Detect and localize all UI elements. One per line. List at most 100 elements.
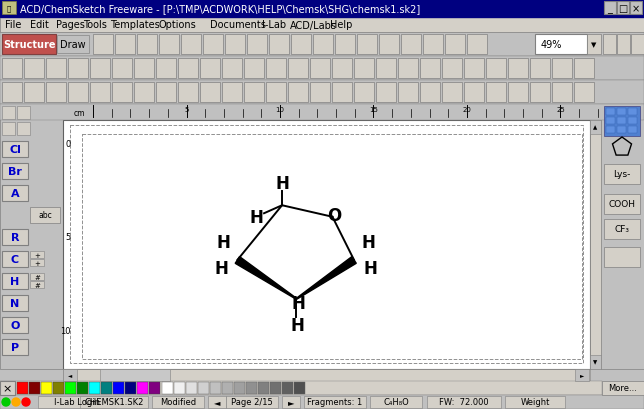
Bar	[508, 59, 528, 79]
Text: COOH: COOH	[609, 200, 636, 209]
Bar	[258, 382, 269, 394]
Bar	[0, 18, 644, 33]
Bar	[125, 382, 136, 394]
Bar	[30, 207, 60, 223]
Bar	[423, 35, 443, 55]
Bar	[225, 35, 245, 55]
Text: 49%: 49%	[540, 40, 562, 50]
Bar	[244, 83, 264, 103]
Circle shape	[2, 398, 10, 406]
Bar	[30, 259, 44, 266]
Bar	[606, 127, 615, 134]
Text: ◄: ◄	[214, 398, 220, 407]
Bar	[420, 59, 440, 79]
Text: _: _	[607, 4, 612, 14]
Bar	[427, 396, 501, 408]
Text: ▼: ▼	[591, 42, 597, 48]
Text: ►: ►	[288, 398, 294, 407]
Bar	[2, 142, 28, 157]
Bar	[2, 295, 28, 311]
Bar	[376, 59, 396, 79]
Bar	[617, 118, 626, 125]
Bar	[2, 83, 22, 103]
Text: Cl: Cl	[9, 145, 21, 155]
Bar	[68, 83, 88, 103]
Bar	[30, 273, 44, 280]
Bar	[332, 59, 352, 79]
Bar	[2, 164, 28, 180]
Bar	[53, 382, 64, 394]
Bar	[115, 35, 135, 55]
Text: C₄H₈O: C₄H₈O	[383, 398, 409, 407]
Bar	[63, 121, 590, 369]
Bar	[30, 252, 44, 258]
Bar	[291, 35, 311, 55]
Bar	[282, 396, 300, 408]
Bar	[335, 35, 355, 55]
Text: H: H	[363, 259, 377, 277]
Bar	[442, 59, 462, 79]
Text: 10: 10	[276, 107, 285, 113]
Bar	[134, 59, 154, 79]
Text: ×: ×	[632, 4, 640, 14]
Bar	[137, 35, 157, 55]
Text: 20: 20	[462, 107, 471, 113]
Bar	[606, 118, 615, 125]
Bar	[178, 83, 198, 103]
Bar	[530, 83, 550, 103]
Bar	[604, 164, 640, 184]
Bar	[200, 59, 220, 79]
Bar	[2, 252, 28, 267]
Bar	[65, 382, 76, 394]
Bar	[24, 83, 44, 103]
Bar	[304, 396, 366, 408]
Bar	[68, 59, 88, 79]
Text: Br: Br	[8, 166, 22, 177]
Bar	[617, 127, 626, 134]
Bar	[2, 317, 28, 333]
Bar	[41, 382, 52, 394]
Bar	[0, 381, 602, 395]
Text: ►: ►	[580, 373, 584, 378]
Bar	[606, 109, 615, 116]
Bar	[530, 59, 550, 79]
Bar	[401, 35, 421, 55]
Text: P: P	[11, 342, 19, 352]
Bar	[445, 35, 465, 55]
Text: File: File	[5, 20, 21, 30]
Bar	[63, 369, 77, 381]
Text: ×: ×	[3, 383, 12, 393]
Bar	[2, 2, 16, 15]
Bar	[486, 83, 506, 103]
Bar	[294, 382, 305, 394]
Bar	[244, 59, 264, 79]
Bar	[486, 59, 506, 79]
Text: H: H	[249, 209, 263, 227]
Bar	[604, 220, 640, 239]
Bar	[2, 339, 28, 355]
Bar	[601, 105, 644, 369]
Bar	[604, 195, 640, 214]
Bar	[198, 382, 209, 394]
Bar	[288, 59, 308, 79]
Bar	[269, 35, 289, 55]
Bar	[246, 382, 257, 394]
Bar	[222, 382, 233, 394]
Text: ◄: ◄	[68, 373, 72, 378]
Bar	[208, 396, 226, 408]
Bar	[603, 35, 616, 55]
Bar	[0, 33, 644, 57]
Bar	[156, 59, 176, 79]
Text: Tools: Tools	[83, 20, 107, 30]
Text: O: O	[10, 320, 20, 330]
Text: A: A	[11, 189, 19, 198]
Bar	[89, 382, 100, 394]
Text: H: H	[361, 234, 375, 252]
Text: +: +	[34, 261, 40, 266]
Bar	[266, 83, 286, 103]
Bar	[464, 83, 484, 103]
Text: #: #	[34, 282, 40, 288]
Bar	[628, 109, 637, 116]
Bar	[552, 59, 572, 79]
Text: Draw: Draw	[60, 40, 86, 50]
